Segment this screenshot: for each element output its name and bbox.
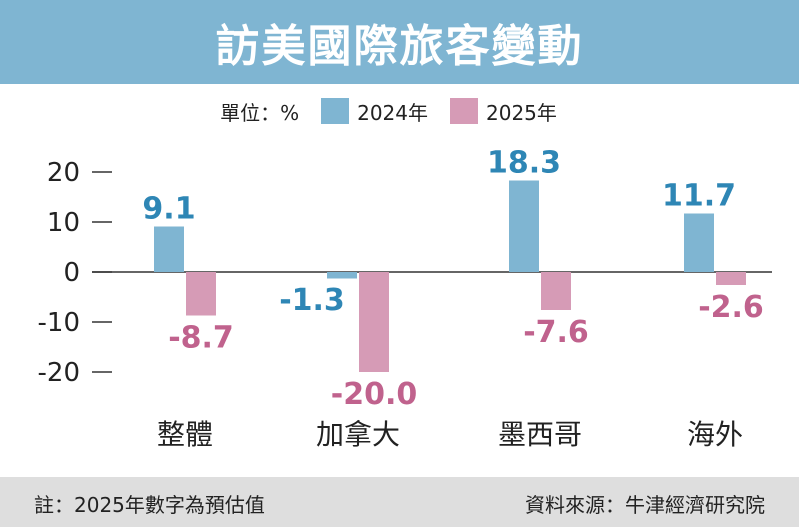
category-label: 整體 bbox=[157, 418, 213, 451]
value-label: -1.3 bbox=[279, 283, 345, 318]
chart-legend: 單位：% 2024年 2025年 bbox=[0, 96, 799, 126]
value-label: -20.0 bbox=[331, 377, 417, 412]
y-tick-label: -10 bbox=[38, 308, 80, 338]
value-label: -8.7 bbox=[168, 321, 234, 356]
bar-2024 bbox=[327, 272, 357, 279]
bar-2025 bbox=[541, 272, 571, 310]
legend-label-2024: 2024年 bbox=[357, 100, 428, 125]
y-tick-label: 20 bbox=[47, 158, 80, 188]
value-label: 18.3 bbox=[487, 146, 561, 181]
footer-bar: 註：2025年數字為預估值 資料來源：牛津經濟研究院 bbox=[0, 477, 799, 527]
bar-2024 bbox=[509, 180, 539, 272]
bar-2025 bbox=[359, 272, 389, 372]
footnote: 註：2025年數字為預估值 bbox=[34, 493, 265, 517]
category-label: 墨西哥 bbox=[498, 418, 582, 451]
value-label: 11.7 bbox=[662, 179, 736, 214]
legend-label-2025: 2025年 bbox=[486, 100, 557, 125]
value-label: 9.1 bbox=[142, 192, 195, 227]
bar-2024 bbox=[154, 226, 184, 272]
bar-2025 bbox=[186, 272, 216, 316]
legend-swatch-2025 bbox=[450, 98, 478, 124]
legend-swatch-2024 bbox=[321, 98, 350, 124]
value-label: -7.6 bbox=[523, 315, 589, 350]
y-tick-label: -20 bbox=[38, 358, 80, 388]
bar-chart: 20 10 0 -10 -20 9.1 -1.3 18.3 11.7 -8.7 -20.0 -7.6 -… bbox=[38, 146, 772, 451]
source-note: 資料來源：牛津經濟研究院 bbox=[525, 493, 765, 517]
bar-2025 bbox=[716, 272, 746, 285]
category-label: 加拿大 bbox=[316, 418, 400, 451]
chart-title: 訪美國際旅客變動 bbox=[215, 21, 584, 72]
value-label: -2.6 bbox=[698, 290, 764, 325]
bar-2024 bbox=[684, 213, 714, 272]
title-banner: 訪美國際旅客變動 bbox=[0, 0, 799, 84]
y-tick-label: 10 bbox=[47, 208, 80, 238]
unit-label: 單位：% bbox=[220, 100, 300, 125]
category-label: 海外 bbox=[687, 418, 743, 451]
y-tick-label: 0 bbox=[63, 258, 80, 288]
